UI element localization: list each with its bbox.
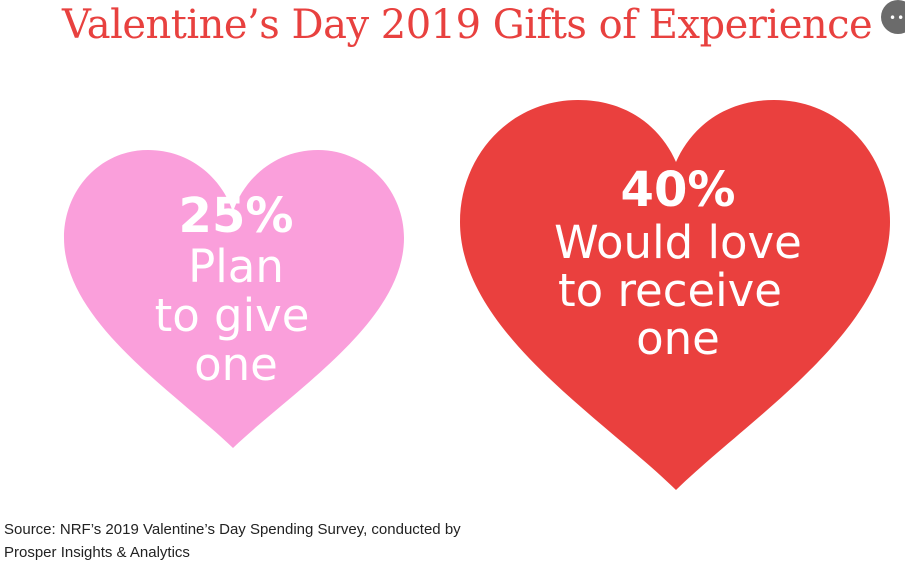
- heart-would-love-to-receive: [460, 100, 890, 490]
- left-heart-label-line: one: [194, 338, 278, 391]
- more-options-button[interactable]: ••: [881, 0, 905, 34]
- right-heart-value: 40%: [621, 162, 736, 218]
- right-heart-label-line: to receive: [558, 264, 782, 317]
- left-heart-value: 25%: [179, 188, 294, 244]
- more-dots-icon: ••: [889, 11, 905, 25]
- right-heart-label-line: Would love: [554, 216, 802, 269]
- source-line: Prosper Insights & Analytics: [4, 544, 190, 561]
- left-heart-label-line: Plan: [188, 240, 284, 293]
- chart-title: Valentine’s Day 2019 Gifts of Experience: [62, 2, 873, 48]
- heart-plan-to-give: [64, 150, 404, 448]
- right-heart-label-line: one: [636, 312, 720, 365]
- left-heart-label-line: to give: [155, 289, 310, 342]
- source-line: Source: NRF’s 2019 Valentine’s Day Spend…: [4, 521, 461, 538]
- source-note: Source: NRF’s 2019 Valentine’s Day Spend…: [4, 518, 604, 563]
